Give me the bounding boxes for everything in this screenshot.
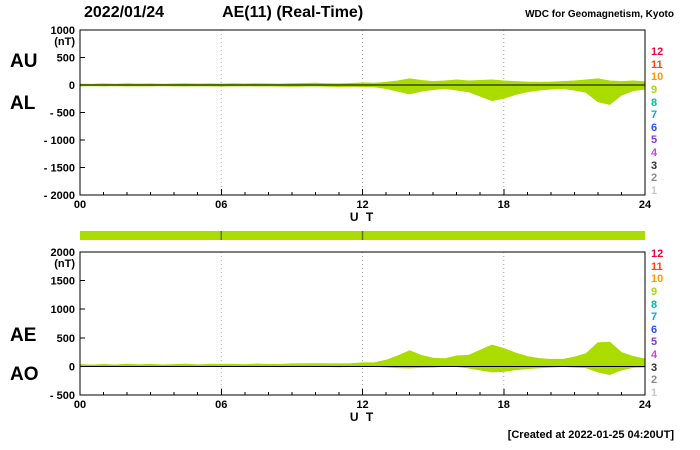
station-count-7: 7	[651, 311, 658, 324]
station-count-8: 8	[651, 96, 658, 109]
x-axis-label: U T	[350, 410, 375, 424]
y-axis-unit: (nT)	[54, 258, 75, 270]
page-title: 2022/01/24 AE(11) (Real-Time)	[84, 4, 363, 22]
x-tick-label: 18	[498, 399, 510, 411]
source-label: WDC for Geomagnetism, Kyoto	[525, 9, 674, 20]
trace-line-ae	[79, 341, 646, 366]
station-count-9: 9	[651, 83, 658, 96]
y-tick-label: 1000	[51, 304, 75, 316]
station-count-6: 6	[651, 121, 658, 134]
y-axis-unit: (nT)	[54, 36, 75, 48]
y-tick-label: 1000	[51, 25, 75, 37]
station-count-7: 7	[651, 109, 658, 122]
x-tick-label: 12	[356, 399, 368, 411]
y-tick-label: - 1500	[44, 163, 75, 175]
y-tick-label: 2000	[51, 247, 75, 259]
station-count-scale-top: 12 11 10 9 8 7 6 5 4 3 2 1	[651, 47, 685, 197]
x-tick-label: 00	[74, 399, 86, 411]
station-count-5: 5	[651, 134, 658, 147]
station-count-11: 11	[651, 260, 663, 273]
station-count-2: 2	[651, 172, 658, 185]
station-count-3: 3	[651, 159, 658, 172]
x-tick-label: 24	[639, 199, 652, 211]
x-axis-label: U T	[350, 210, 375, 224]
station-count-3: 3	[651, 361, 658, 374]
station-count-2: 2	[651, 374, 658, 387]
station-count-6: 6	[651, 323, 658, 336]
trace-line-al	[79, 84, 646, 105]
x-tick-label: 12	[356, 199, 368, 211]
station-count-12: 12	[651, 46, 664, 58]
station-count-9: 9	[651, 285, 658, 298]
al-axis-label: AL	[10, 93, 36, 114]
x-tick-label: 18	[498, 199, 510, 211]
station-count-8: 8	[651, 298, 658, 311]
y-tick-label: 0	[69, 361, 75, 373]
station-count-1: 1	[651, 184, 658, 197]
station-count-4: 4	[651, 147, 658, 159]
x-tick-label: 06	[215, 399, 227, 411]
y-tick-label: 1500	[51, 276, 75, 288]
station-count-5: 5	[651, 336, 658, 349]
y-tick-label: 500	[57, 333, 75, 345]
ae-axis-label: AE	[10, 325, 37, 346]
y-tick-label: - 1000	[44, 135, 75, 147]
date-label: 2022/01/24	[84, 4, 165, 21]
x-tick-label: 24	[639, 399, 652, 411]
station-count-12: 12	[651, 248, 664, 260]
y-tick-label: - 500	[50, 108, 75, 120]
station-count-4: 4	[651, 349, 658, 361]
x-tick-label: 06	[215, 199, 227, 211]
station-availability-bar	[80, 231, 645, 240]
station-count-10: 10	[651, 273, 664, 286]
created-timestamp: [Created at 2022-01-25 04:20UT]	[507, 429, 674, 441]
y-tick-label: 0	[69, 80, 75, 92]
station-count-10: 10	[651, 71, 664, 84]
ao-axis-label: AO	[10, 364, 39, 385]
y-tick-label: 500	[57, 53, 75, 65]
panel-border	[79, 251, 646, 396]
trace-line-au	[79, 78, 646, 86]
chart-title: AE(11) (Real-Time)	[222, 4, 364, 21]
y-tick-label: - 2000	[44, 190, 75, 202]
y-tick-label: - 500	[50, 390, 75, 402]
station-count-1: 1	[651, 386, 658, 399]
station-count-scale-bottom: 12 11 10 9 8 7 6 5 4 3 2 1	[651, 249, 685, 399]
trace-line-ao	[80, 365, 646, 376]
station-count-11: 11	[651, 58, 663, 71]
au-axis-label: AU	[10, 51, 38, 72]
x-tick-label: 00	[74, 199, 86, 211]
trace-band	[79, 342, 646, 375]
